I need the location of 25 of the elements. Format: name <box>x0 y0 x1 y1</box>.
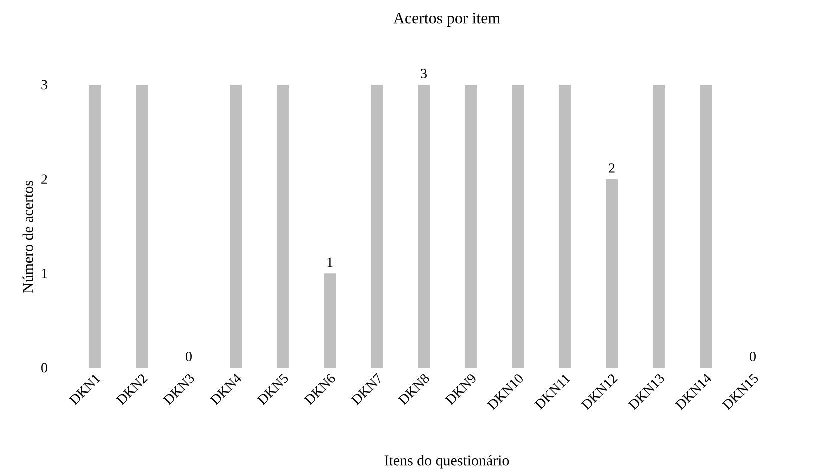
bar <box>277 84 290 368</box>
bar <box>606 179 618 368</box>
bar <box>136 84 148 368</box>
y-tick-label: 2 <box>42 174 48 184</box>
data-label: 2 <box>609 164 615 173</box>
chart-title: Acertos por item <box>394 13 500 27</box>
y-tick-label: 3 <box>42 80 48 90</box>
bar <box>512 84 524 368</box>
bar <box>371 84 384 368</box>
data-label: 3 <box>421 69 427 78</box>
bar <box>230 84 242 368</box>
bar <box>324 274 336 368</box>
bar <box>700 84 712 368</box>
bar <box>89 84 102 368</box>
y-tick-label: 1 <box>42 269 48 278</box>
data-label: 0 <box>750 352 756 362</box>
bar <box>465 84 478 368</box>
data-label: 0 <box>186 352 192 362</box>
data-label: 1 <box>328 258 333 268</box>
bar <box>559 84 572 368</box>
bar <box>653 84 666 368</box>
bar <box>418 84 430 368</box>
x-axis-title: Itens do questionário <box>384 455 510 469</box>
y-tick-label: 0 <box>42 363 48 373</box>
y-axis-title: Número de acertos <box>22 181 34 293</box>
